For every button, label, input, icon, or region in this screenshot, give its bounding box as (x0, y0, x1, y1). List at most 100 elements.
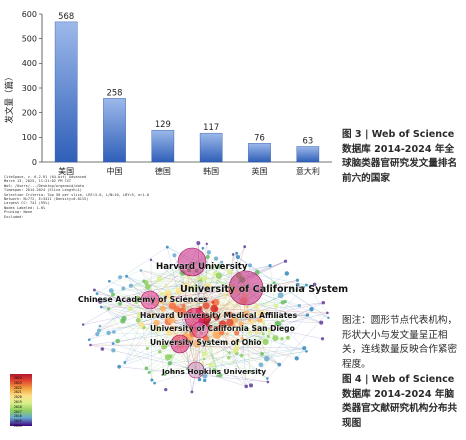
network-node (212, 330, 221, 339)
network-node (237, 262, 242, 267)
network-node (202, 357, 206, 361)
node-label-jhu: Johns Hopkins University (161, 367, 266, 376)
network-edge (96, 246, 168, 294)
network-edge (166, 295, 213, 303)
network-node (144, 366, 149, 371)
legend-year: 2024 (14, 376, 22, 380)
network-edge (149, 351, 307, 373)
network-node (128, 283, 133, 288)
network-edge (206, 243, 208, 257)
network-edge (246, 314, 308, 387)
network-node (95, 331, 100, 337)
network-node (177, 307, 185, 316)
network-edge (204, 302, 324, 360)
network-node (227, 355, 231, 360)
network-node (167, 361, 173, 366)
network-node (327, 316, 330, 320)
network-edge (236, 353, 280, 365)
network-node (219, 330, 225, 336)
network-edge (200, 307, 328, 314)
network-edge (246, 314, 260, 387)
network-node (284, 271, 290, 276)
network-node (235, 254, 240, 260)
network-node (150, 378, 154, 382)
network-node (87, 338, 91, 341)
network-node (136, 312, 143, 318)
network-edge (139, 287, 247, 316)
network-node (254, 305, 259, 310)
network-node (196, 276, 201, 280)
network-edge (180, 345, 268, 379)
network-edge (130, 264, 240, 286)
network-node (274, 303, 279, 309)
legend-year: 2017 (14, 409, 22, 414)
network-edge (83, 261, 193, 325)
network-edge (195, 336, 269, 371)
network-node (254, 329, 259, 334)
network-node (290, 286, 294, 290)
network-node (246, 305, 249, 309)
network-node (232, 360, 235, 364)
network-edge (215, 309, 280, 365)
legend-year: 2015 (14, 419, 22, 424)
network-node (149, 312, 156, 319)
network-edge (179, 266, 220, 345)
network-edge (90, 344, 197, 371)
network-edge (111, 290, 197, 371)
network-node (243, 245, 247, 249)
network-node (238, 321, 244, 327)
y-axis-label: 发文量（篇） (4, 72, 15, 123)
network-edge (188, 269, 276, 339)
legend-year: 2018 (14, 404, 22, 409)
network-node (134, 300, 138, 304)
network-edge (149, 299, 257, 308)
node-label-harvard: Harvard University (156, 262, 248, 272)
network-node (153, 319, 160, 326)
node-label-ohio: University System of Ohio (150, 338, 262, 347)
network-node (268, 264, 272, 268)
network-node (98, 299, 103, 304)
network-node (208, 362, 214, 368)
network-edge (199, 329, 266, 342)
network-node (210, 304, 218, 313)
network-node (145, 346, 150, 351)
network-node (305, 313, 310, 317)
y-tick-label: 100 (22, 133, 37, 142)
network-edge (150, 259, 153, 381)
network-edge (113, 343, 197, 371)
figure4-note: 图注：圆形节点代表机构，形状大小与发文量呈正相关，连线数量反映合作紧密程度。 (342, 315, 458, 370)
network-node (167, 290, 172, 295)
meta-line: Nodes Labeled: 1.0% (4, 205, 46, 210)
network-node (232, 347, 239, 353)
network-node (153, 325, 159, 331)
network-node (123, 361, 127, 364)
network-edge (267, 312, 328, 379)
network-node (272, 335, 279, 342)
bar (151, 129, 175, 163)
network-edge (140, 270, 192, 327)
network-node (95, 292, 99, 296)
network-edge (124, 261, 193, 363)
bar (296, 146, 320, 163)
network-node (216, 374, 219, 378)
network-node (326, 311, 329, 315)
network-node (164, 387, 168, 392)
network-edge (179, 343, 250, 372)
network-node (193, 340, 201, 348)
network-edge (119, 345, 181, 367)
network-edge (169, 347, 305, 364)
network-node (302, 346, 307, 351)
network-edge (99, 299, 151, 327)
network-node (297, 303, 301, 308)
network-node (242, 313, 246, 317)
x-tick-label: 美国 (58, 166, 74, 176)
network-node (98, 324, 102, 328)
network-node (234, 330, 240, 336)
network-node (117, 301, 123, 306)
network-edge (195, 287, 234, 371)
network-node (201, 361, 204, 365)
figure4-caption: 图 4 | Web of Science 数据库 2014-2024 年脑类器官… (342, 374, 458, 429)
network-edge (101, 306, 172, 320)
meta-line: Selection Criteria: Top 50 per slice, LR… (4, 192, 149, 197)
network-node (258, 362, 264, 368)
